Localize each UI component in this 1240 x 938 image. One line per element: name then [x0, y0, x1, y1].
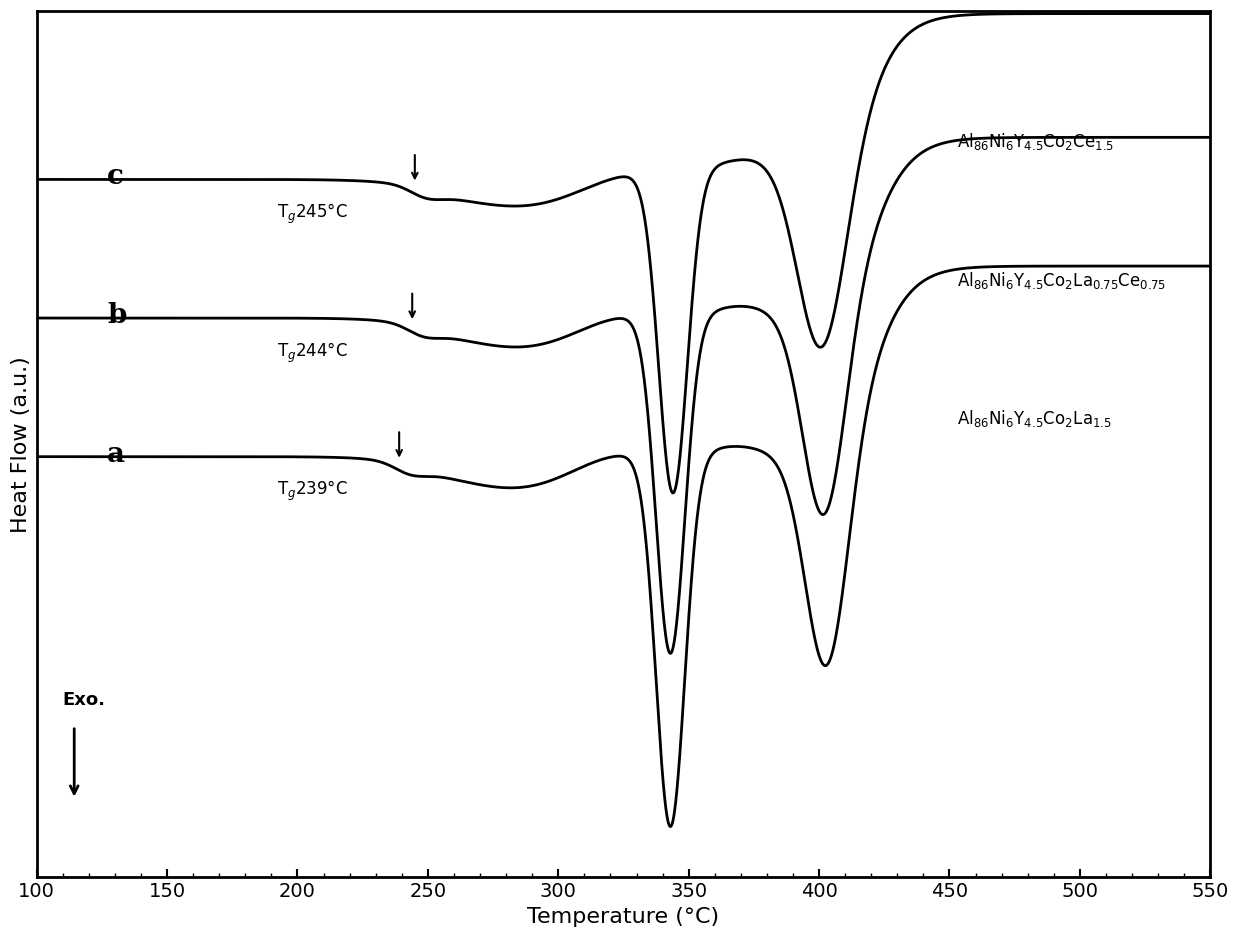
Text: Al$_{86}$Ni$_6$Y$_{4.5}$Co$_2$La$_{1.5}$: Al$_{86}$Ni$_6$Y$_{4.5}$Co$_2$La$_{1.5}$ [957, 408, 1112, 430]
Text: Al$_{86}$Ni$_6$Y$_{4.5}$Co$_2$Ce$_{1.5}$: Al$_{86}$Ni$_6$Y$_{4.5}$Co$_2$Ce$_{1.5}$ [957, 131, 1115, 152]
Text: T$_g$244°C: T$_g$244°C [277, 340, 347, 365]
Text: T$_g$245°C: T$_g$245°C [277, 202, 347, 226]
Text: T$_g$239°C: T$_g$239°C [277, 479, 347, 503]
Text: Al$_{86}$Ni$_6$Y$_{4.5}$Co$_2$La$_{0.75}$Ce$_{0.75}$: Al$_{86}$Ni$_6$Y$_{4.5}$Co$_2$La$_{0.75}… [957, 270, 1167, 291]
Text: a: a [107, 441, 125, 468]
Text: c: c [107, 163, 124, 190]
Text: Exo.: Exo. [62, 690, 105, 708]
Text: b: b [107, 302, 126, 329]
Y-axis label: Heat Flow (a.u.): Heat Flow (a.u.) [11, 356, 31, 533]
X-axis label: Temperature (°C): Temperature (°C) [527, 907, 719, 927]
